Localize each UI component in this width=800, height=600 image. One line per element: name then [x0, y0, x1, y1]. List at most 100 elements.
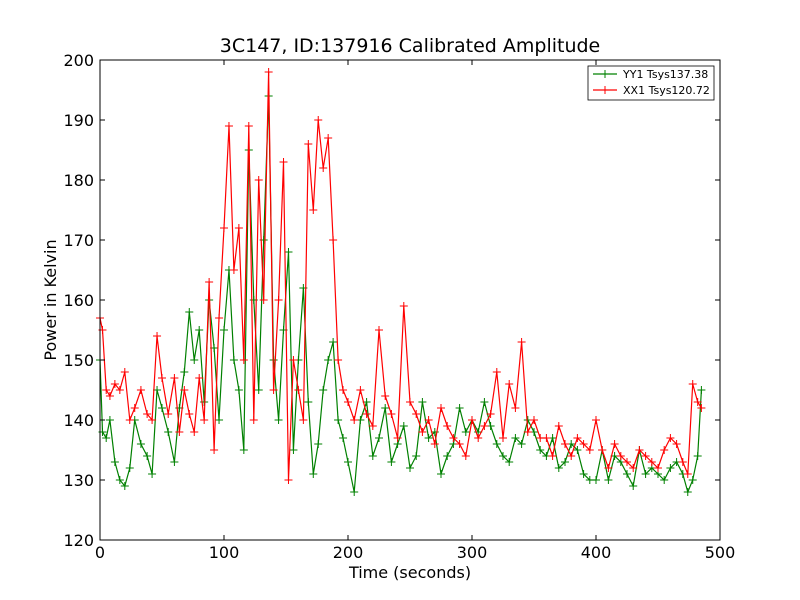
data-point [424, 434, 433, 442]
data-point [375, 326, 383, 334]
data-point [170, 458, 179, 466]
data-point [180, 386, 189, 394]
data-point [406, 398, 414, 406]
data-point [224, 122, 233, 130]
data-point [190, 428, 199, 436]
data-point [523, 428, 532, 436]
data-point [368, 422, 377, 430]
data-point [623, 470, 631, 478]
legend-label: XX1 Tsys120.72 [623, 84, 710, 97]
data-point [136, 386, 145, 394]
data-point [672, 440, 681, 448]
data-point [249, 416, 258, 424]
data-point [304, 398, 313, 406]
data-point [461, 428, 470, 436]
data-point [505, 458, 514, 466]
data-point [210, 446, 219, 454]
data-point [362, 410, 371, 418]
data-point [185, 308, 194, 316]
data-point [375, 434, 383, 442]
legend-box [587, 65, 715, 101]
data-point [234, 224, 243, 232]
data-point [616, 452, 625, 460]
data-point [153, 332, 162, 340]
data-point [185, 410, 194, 418]
data-point [393, 434, 402, 442]
data-point [294, 386, 303, 394]
data-point [164, 410, 173, 418]
data-point [130, 404, 139, 412]
data-point [604, 476, 613, 484]
data-point [585, 446, 594, 454]
y-tick-label: 170 [63, 231, 94, 250]
data-point [319, 164, 328, 172]
data-point [647, 458, 656, 466]
series-line [99, 95, 702, 494]
y-tick-label: 190 [63, 111, 94, 130]
data-point [220, 224, 228, 232]
data-point [344, 398, 352, 406]
data-point [683, 470, 692, 478]
data-point [474, 434, 483, 442]
data-point [381, 404, 390, 412]
data-point [654, 464, 662, 472]
data-point [205, 278, 214, 286]
data-point [264, 68, 273, 76]
data-point [604, 464, 613, 472]
data-point [215, 314, 224, 322]
data-point [641, 470, 650, 478]
data-point [329, 236, 338, 244]
data-point [125, 416, 134, 424]
data-point [339, 386, 348, 394]
data-point [492, 440, 501, 448]
x-axis-title: Time (seconds) [348, 563, 471, 582]
data-point [592, 476, 600, 484]
data-point [269, 386, 278, 394]
y-tick-label: 160 [63, 291, 94, 310]
data-point [406, 464, 414, 472]
y-tick-label: 120 [63, 531, 94, 550]
data-point [480, 398, 489, 406]
data-point [148, 416, 157, 424]
data-point [530, 416, 538, 424]
data-point [115, 386, 124, 394]
data-point [220, 326, 228, 334]
y-tick-label: 150 [63, 351, 94, 370]
series-1 [96, 92, 706, 496]
data-point [304, 140, 313, 148]
data-point [356, 386, 365, 394]
y-tick-label: 180 [63, 171, 94, 190]
data-point [554, 422, 563, 430]
data-point [110, 458, 119, 466]
data-point [229, 356, 238, 364]
data-point [190, 356, 199, 364]
data-point [492, 368, 501, 376]
data-point [418, 398, 427, 406]
data-point [635, 446, 644, 454]
data-point [344, 458, 352, 466]
data-point [505, 380, 514, 388]
data-point [148, 470, 157, 478]
data-point [641, 452, 650, 460]
x-tick-label: 500 [705, 543, 736, 562]
data-point [289, 356, 298, 364]
data-point [455, 404, 464, 412]
data-point [511, 404, 520, 412]
data-point [592, 416, 600, 424]
data-point [693, 398, 702, 406]
data-point [666, 434, 675, 442]
x-tick-label: 0 [95, 543, 105, 562]
data-point [120, 368, 129, 376]
y-tick-label: 140 [63, 411, 94, 430]
y-axis-title: Power in Kelvin [41, 239, 60, 360]
data-point [105, 392, 114, 400]
data-point [443, 452, 452, 460]
data-point [102, 434, 111, 442]
data-point [368, 452, 377, 460]
data-point [629, 482, 638, 490]
data-point [387, 410, 396, 418]
series-layer [96, 68, 706, 496]
data-point [660, 446, 669, 454]
